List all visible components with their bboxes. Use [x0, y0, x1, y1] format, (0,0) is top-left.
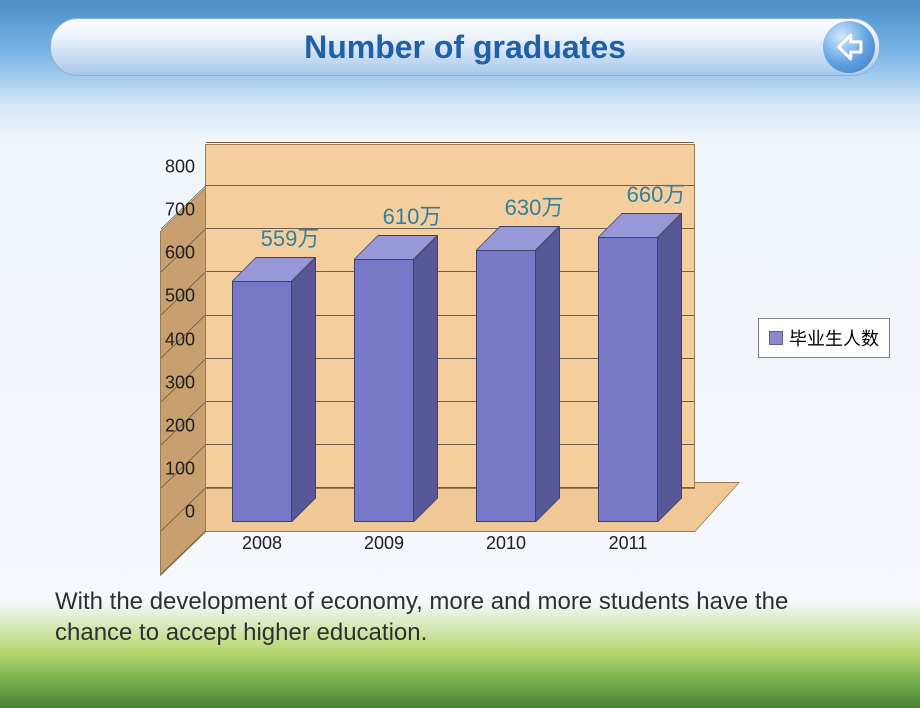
slide-caption: With the development of economy, more an… — [55, 586, 865, 648]
x-axis-tick-label: 2008 — [242, 533, 282, 554]
y-axis-tick-label: 400 — [135, 329, 195, 350]
bar — [354, 235, 438, 522]
y-axis-tick-label: 100 — [135, 458, 195, 479]
y-axis-tick-label: 0 — [135, 502, 195, 523]
x-axis-tick-label: 2010 — [486, 533, 526, 554]
bar — [598, 213, 682, 522]
legend-swatch — [769, 331, 783, 345]
chart-legend: 毕业生人数 — [758, 318, 890, 358]
bar — [232, 257, 316, 522]
x-axis-tick-label: 2011 — [609, 533, 648, 554]
graduates-bar-chart: 0 100 200 300 400 500 600 700 800 2008 2009 2010 20… — [100, 118, 890, 573]
bar-value-label: 660万 — [627, 177, 686, 209]
bar-value-label: 610万 — [383, 199, 442, 231]
gridline — [206, 142, 694, 143]
bar — [476, 226, 560, 522]
legend-label: 毕业生人数 — [789, 325, 879, 351]
y-axis-tick-label: 200 — [135, 415, 195, 436]
y-axis-tick-label: 800 — [135, 157, 195, 178]
y-axis-tick-label: 700 — [135, 200, 195, 221]
x-axis-tick-label: 2009 — [364, 533, 404, 554]
chart-plot-area: 0100200300400500600700800 20082009201020… — [150, 130, 725, 550]
slide-title: Number of graduates — [304, 29, 626, 66]
bar-value-label: 630万 — [505, 190, 564, 222]
gridline — [206, 185, 694, 186]
y-axis-tick-label: 600 — [135, 243, 195, 264]
back-arrow-icon — [832, 30, 866, 64]
title-bar: Number of graduates — [50, 18, 880, 76]
gridline — [161, 531, 205, 574]
bar-value-label: 559万 — [261, 221, 320, 253]
y-axis-tick-label: 500 — [135, 286, 195, 307]
back-button[interactable] — [823, 21, 875, 73]
y-axis-tick-label: 300 — [135, 372, 195, 393]
